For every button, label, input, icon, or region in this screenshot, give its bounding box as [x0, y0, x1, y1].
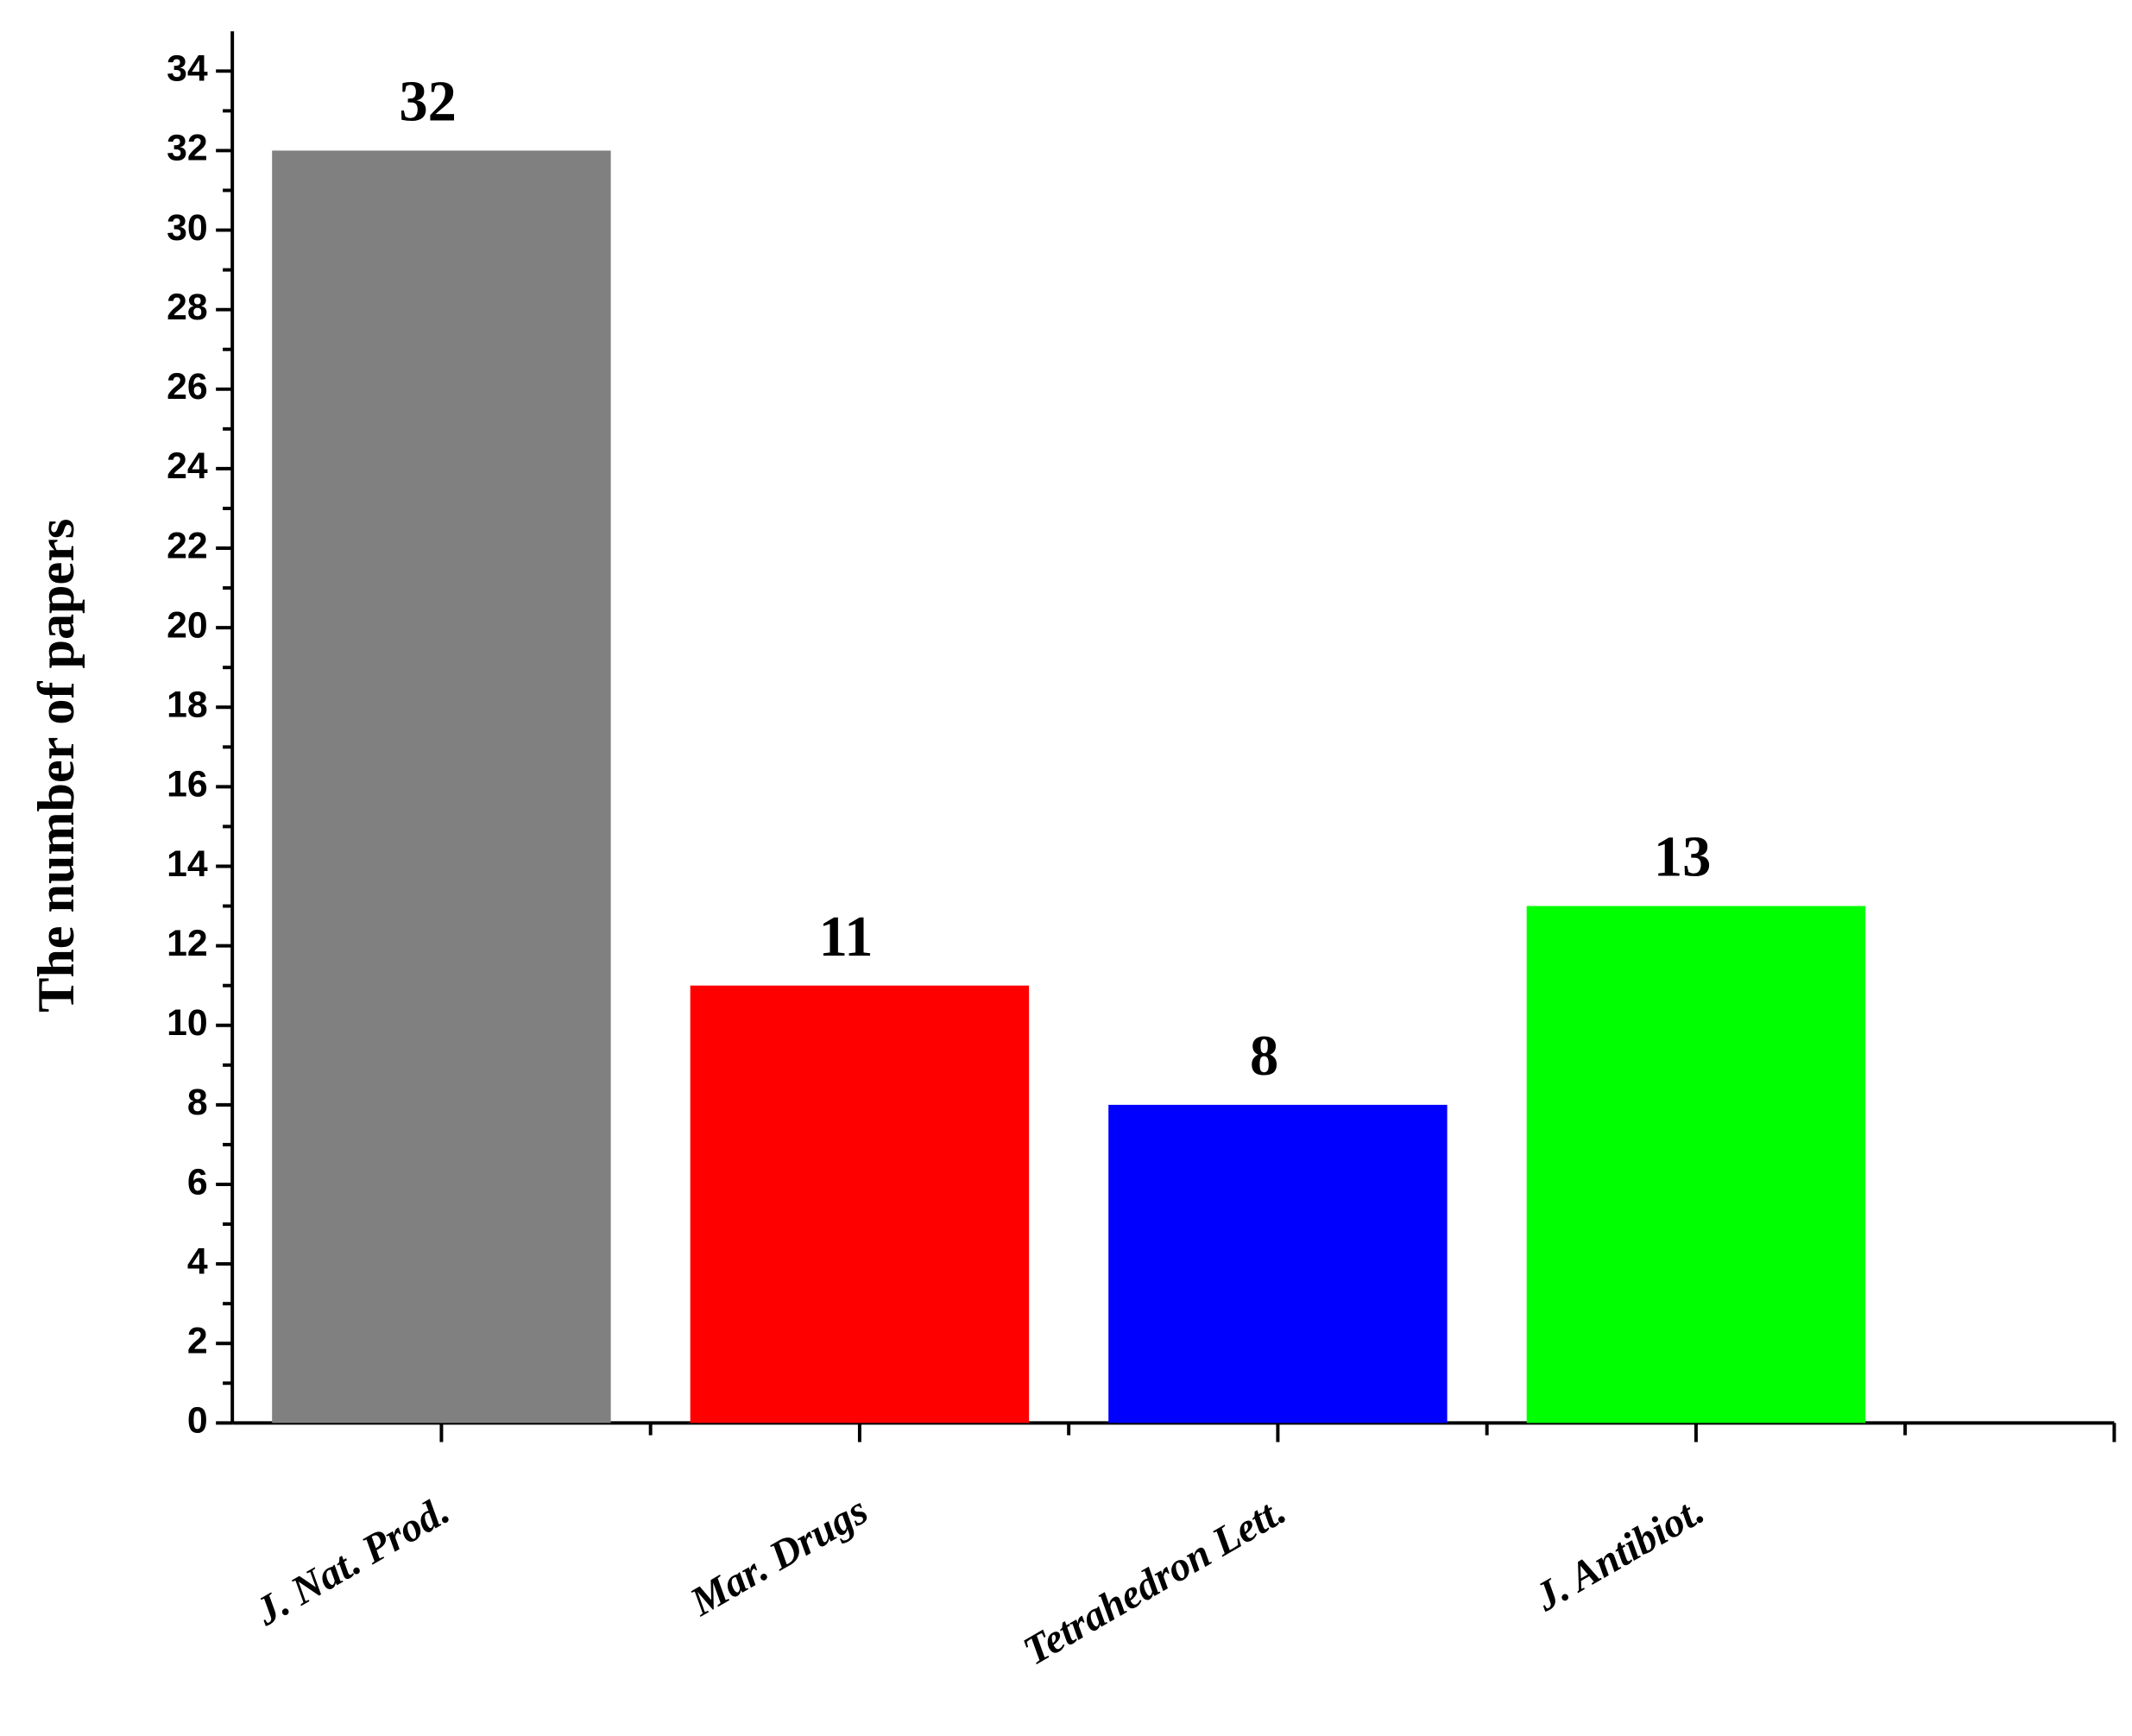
- y-tick-label: 32: [167, 128, 208, 169]
- y-tick-label: 22: [167, 525, 208, 566]
- x-tick-label: Tetrahedron Lett.: [1016, 1488, 1294, 1675]
- y-tick-label: 26: [167, 366, 208, 407]
- y-tick-label: 2: [187, 1321, 208, 1362]
- y-tick-label: 6: [187, 1161, 208, 1203]
- bar: [690, 985, 1030, 1424]
- y-tick-label: 18: [167, 685, 208, 726]
- x-tick-label: J. Nat. Prod.: [248, 1488, 457, 1635]
- y-tick-label: 16: [167, 764, 208, 805]
- y-axis-label: The number of papers: [28, 519, 85, 1013]
- bar: [272, 150, 611, 1424]
- value-label: 13: [1654, 826, 1712, 889]
- bar: [1108, 1104, 1448, 1424]
- y-tick-label: 30: [167, 207, 208, 249]
- x-tick-label: Mar. Drugs: [683, 1488, 875, 1626]
- y-tick-label: 24: [167, 445, 208, 487]
- x-tick-label: J. Antibiot.: [1527, 1488, 1712, 1621]
- y-tick-label: 10: [167, 1002, 208, 1044]
- y-tick-label: 4: [187, 1240, 208, 1282]
- y-tick-label: 20: [167, 604, 208, 646]
- y-tick-label: 34: [167, 48, 208, 90]
- bar: [1526, 906, 1866, 1424]
- y-tick-label: 12: [167, 923, 208, 964]
- value-label: 11: [819, 906, 874, 969]
- y-tick-label: 0: [187, 1400, 208, 1442]
- value-label: 8: [1250, 1025, 1278, 1088]
- y-tick-label: 28: [167, 287, 208, 328]
- y-tick-label: 8: [187, 1082, 208, 1123]
- value-label: 32: [399, 71, 457, 134]
- y-tick-label: 14: [167, 843, 208, 885]
